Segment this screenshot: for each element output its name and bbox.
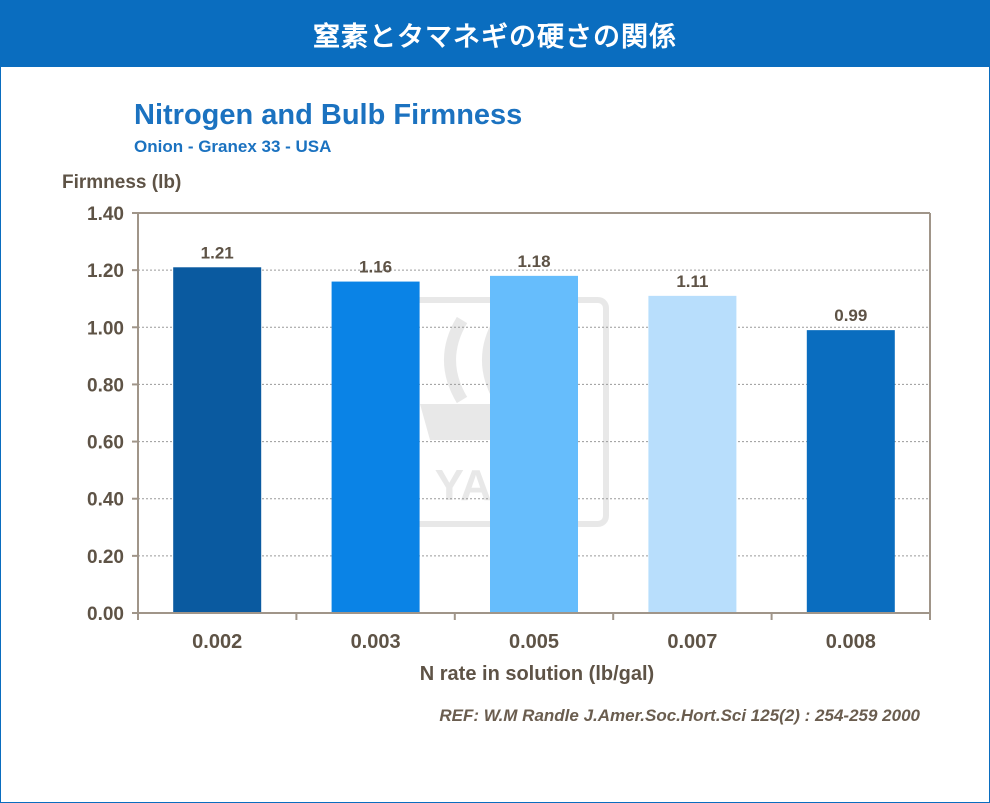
x-axis-title: N rate in solution (lb/gal) xyxy=(420,663,654,685)
x-tick-label: 0.008 xyxy=(826,631,876,653)
x-tick-label: 0.003 xyxy=(351,631,401,653)
bar-0.008 xyxy=(806,330,895,613)
bar-0.005 xyxy=(490,275,578,613)
chart-subtitle: Onion - Granex 33 - USA xyxy=(134,137,332,156)
data-label: 1.16 xyxy=(359,258,392,277)
chart-title: Nitrogen and Bulb Firmness xyxy=(134,99,523,131)
bar-0.007 xyxy=(648,295,737,613)
bar-0.003 xyxy=(331,281,420,613)
axes xyxy=(132,212,931,620)
y-tick-label: 0.40 xyxy=(87,490,124,511)
y-axis-title: Firmness (lb) xyxy=(62,172,181,193)
data-label: 1.18 xyxy=(517,252,550,271)
data-label: 0.99 xyxy=(834,306,867,325)
page-header: 窒素とタマネギの硬さの関係 xyxy=(1,1,989,67)
y-tick-label: 1.40 xyxy=(87,204,124,225)
y-tick-label: 0.00 xyxy=(87,604,124,625)
y-tick-label: 0.20 xyxy=(87,547,124,568)
y-tick-label: 1.00 xyxy=(87,318,124,339)
data-label: 1.11 xyxy=(676,272,708,291)
y-tick-label: 1.20 xyxy=(87,261,124,282)
x-tick-label: 0.002 xyxy=(192,631,242,653)
bars xyxy=(173,267,895,613)
y-tick-label: 0.80 xyxy=(87,375,124,396)
y-tick-label: 0.60 xyxy=(87,433,124,454)
x-tick-label: 0.007 xyxy=(667,631,717,653)
labels: 0.00 0.20 0.40 0.60 0.80 1.00 1.20 1.40 1.21 0.00… xyxy=(62,172,876,685)
data-label: 1.21 xyxy=(201,243,234,262)
x-tick-label: 0.005 xyxy=(509,631,559,653)
reference-citation: REF: W.M Randle J.Amer.Soc.Hort.Sci 125(… xyxy=(439,706,920,725)
bar-0.002 xyxy=(173,267,262,613)
